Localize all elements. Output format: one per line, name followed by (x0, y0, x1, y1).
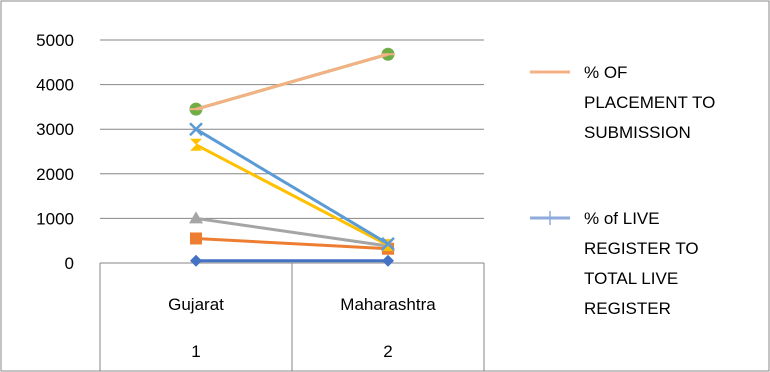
series-6 (190, 52, 394, 111)
data-point (382, 254, 394, 267)
series-line (195, 236, 389, 251)
legend-label: REGISTER (584, 299, 671, 318)
series-group (189, 47, 395, 267)
series-line (195, 143, 389, 247)
data-point (190, 138, 202, 151)
y-tick-label: 3000 (36, 120, 74, 139)
legend-item-0: % OF PLACEMENT TO SUBMISSION (530, 63, 715, 142)
legend-label: PLACEMENT TO (584, 93, 715, 112)
y-tick-label: 0 (65, 254, 74, 273)
data-point (190, 232, 202, 245)
legend: % OF PLACEMENT TO SUBMISSION % of LIVE REGIS… (530, 63, 715, 318)
data-point (381, 236, 395, 251)
series-4 (189, 122, 395, 251)
legend-label: % of LIVE (584, 209, 660, 228)
category-label: Gujarat (168, 295, 224, 314)
gridlines (100, 39, 484, 264)
data-point (189, 122, 203, 137)
category-number: 1 (191, 342, 200, 361)
y-tick-label: 2000 (36, 165, 74, 184)
y-tick-label: 5000 (36, 31, 74, 50)
category-table: Gujarat 1 Maharashtra 2 (99, 263, 485, 371)
series-0 (190, 254, 394, 267)
series-line (195, 52, 389, 111)
legend-label: % OF (584, 63, 627, 82)
series-line (195, 216, 389, 248)
legend-label: TOTAL LIVE (584, 269, 678, 288)
legend-item-1: % of LIVE REGISTER TO TOTAL LIVE REGISTER (530, 209, 699, 318)
series-line (195, 127, 389, 246)
category-number: 2 (383, 342, 392, 361)
category-label: Maharashtra (340, 295, 436, 314)
legend-marker (543, 211, 557, 225)
legend-label: SUBMISSION (584, 123, 691, 142)
data-point (189, 211, 203, 224)
data-point (190, 254, 202, 267)
legend-label: REGISTER TO (584, 239, 699, 258)
y-tick-label: 1000 (36, 209, 74, 228)
y-axis-ticks: 0 1000 2000 3000 4000 5000 (36, 31, 74, 273)
y-tick-label: 4000 (36, 76, 74, 95)
